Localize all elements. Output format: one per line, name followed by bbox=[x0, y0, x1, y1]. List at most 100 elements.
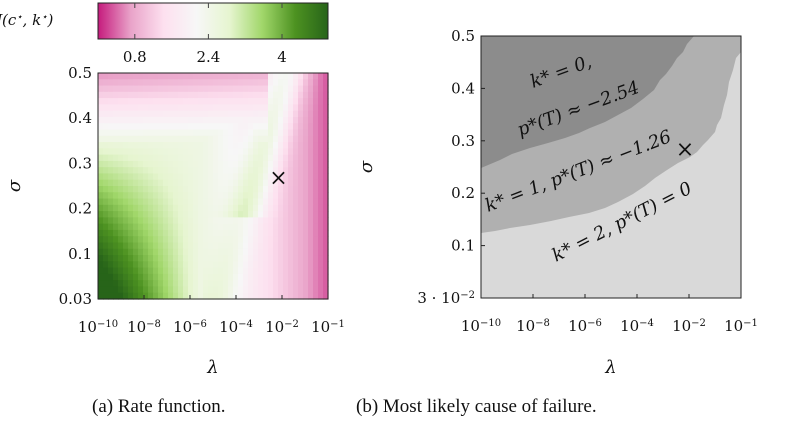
heatmap-cell bbox=[243, 236, 249, 244]
heatmap-cell bbox=[188, 286, 194, 294]
heatmap-cell bbox=[153, 73, 159, 80]
heatmap-cell bbox=[98, 104, 104, 112]
heatmap-cell bbox=[123, 273, 129, 281]
heatmap-cell bbox=[218, 248, 224, 256]
heatmap-cell bbox=[278, 204, 284, 212]
heatmap-cell bbox=[178, 85, 184, 93]
heatmap-cell bbox=[233, 248, 239, 256]
heatmap-cell bbox=[143, 198, 149, 206]
heatmap-cell bbox=[113, 192, 119, 200]
heatmap-cell bbox=[168, 129, 174, 137]
heatmap-cell bbox=[308, 198, 314, 206]
heatmap-cell bbox=[123, 91, 129, 99]
heatmap-cell bbox=[258, 116, 264, 124]
heatmap-cell bbox=[278, 186, 284, 193]
heatmap-cell bbox=[178, 192, 184, 200]
heatmap-cell bbox=[263, 148, 269, 156]
heatmap-cell bbox=[203, 142, 209, 149]
colorbar-tick-label: 2.4 bbox=[196, 48, 220, 66]
heatmap-cell bbox=[118, 229, 124, 237]
heatmap-cell bbox=[268, 116, 274, 124]
heatmap-cell bbox=[98, 273, 104, 281]
heatmap-cell bbox=[168, 186, 174, 193]
heatmap-cell bbox=[98, 261, 104, 269]
heatmap-cell bbox=[203, 223, 209, 231]
heatmap-cell bbox=[143, 261, 149, 269]
heatmap-cell bbox=[118, 255, 124, 262]
heatmap-cell bbox=[273, 123, 279, 131]
heatmap-cell bbox=[313, 167, 319, 175]
heatmap-cell bbox=[153, 255, 159, 262]
heatmap-cell bbox=[278, 217, 284, 225]
heatmap-cell bbox=[133, 261, 139, 269]
y-tick-label: 3 · 10−2 bbox=[417, 289, 475, 307]
heatmap-cell bbox=[183, 217, 189, 225]
y-tick-label: 0.3 bbox=[68, 154, 92, 172]
heatmap-cell bbox=[198, 85, 204, 93]
heatmap-cell bbox=[173, 167, 179, 175]
heatmap-cell bbox=[128, 85, 134, 93]
panel-b-x-ticks: 10−10 10−8 10−6 10−4 10−2 10−1 bbox=[461, 294, 758, 335]
heatmap-cell bbox=[118, 204, 124, 212]
heatmap-cell bbox=[183, 167, 189, 175]
heatmap-cell bbox=[138, 135, 144, 143]
heatmap-cell bbox=[198, 148, 204, 156]
heatmap-cell bbox=[168, 248, 174, 256]
heatmap-cell bbox=[208, 273, 214, 281]
heatmap-cell bbox=[248, 186, 254, 193]
heatmap-cell bbox=[298, 255, 304, 262]
heatmap-cell bbox=[268, 192, 274, 200]
heatmap-cell bbox=[298, 179, 304, 187]
heatmap-cell bbox=[173, 73, 179, 80]
heatmap-cell bbox=[283, 273, 289, 281]
heatmap-cell bbox=[178, 73, 184, 80]
heatmap-cell bbox=[98, 186, 104, 193]
heatmap-cell bbox=[108, 186, 114, 193]
heatmap-cell bbox=[148, 173, 154, 181]
heatmap-cell bbox=[323, 292, 329, 300]
heatmap-cell bbox=[153, 242, 159, 250]
heatmap-cell bbox=[208, 173, 214, 181]
heatmap-cell bbox=[128, 123, 134, 131]
heatmap-cell bbox=[123, 160, 129, 168]
heatmap-cell bbox=[223, 179, 229, 187]
heatmap-cell bbox=[153, 292, 159, 300]
heatmap-cell bbox=[188, 261, 194, 269]
heatmap-cell bbox=[253, 179, 259, 187]
heatmap-cell bbox=[113, 255, 119, 262]
heatmap-cell bbox=[113, 179, 119, 187]
heatmap-cell bbox=[268, 236, 274, 244]
heatmap-cell bbox=[253, 229, 259, 237]
panel-b-x-axis-label: λ bbox=[604, 357, 616, 378]
heatmap-cell bbox=[323, 229, 329, 237]
heatmap-cell bbox=[168, 160, 174, 168]
heatmap-cell bbox=[198, 110, 204, 118]
heatmap-cell bbox=[128, 223, 134, 231]
heatmap-cell bbox=[148, 229, 154, 237]
heatmap-cell bbox=[153, 79, 159, 87]
heatmap-cell bbox=[153, 280, 159, 288]
heatmap-cell bbox=[308, 255, 314, 262]
heatmap-cell bbox=[113, 123, 119, 131]
heatmap-cell bbox=[98, 211, 104, 218]
heatmap-cell bbox=[128, 229, 134, 237]
heatmap-cell bbox=[98, 236, 104, 244]
heatmap-cell bbox=[128, 248, 134, 256]
heatmap-cell bbox=[128, 280, 134, 288]
heatmap-cell bbox=[293, 261, 299, 269]
heatmap-cell bbox=[183, 129, 189, 137]
heatmap-cell bbox=[318, 154, 324, 162]
heatmap-cell bbox=[183, 248, 189, 256]
heatmap-cell bbox=[98, 110, 104, 118]
heatmap-cell bbox=[213, 186, 219, 193]
heatmap-cell bbox=[218, 160, 224, 168]
heatmap-cell bbox=[298, 204, 304, 212]
heatmap-cell bbox=[103, 73, 109, 80]
heatmap-cell bbox=[148, 292, 154, 300]
heatmap-cell bbox=[288, 123, 294, 131]
heatmap-cell bbox=[248, 123, 254, 131]
x-tick-label: 10−1 bbox=[311, 318, 345, 336]
heatmap-cell bbox=[323, 116, 329, 124]
heatmap-cell bbox=[218, 110, 224, 118]
heatmap-cell bbox=[108, 286, 114, 294]
